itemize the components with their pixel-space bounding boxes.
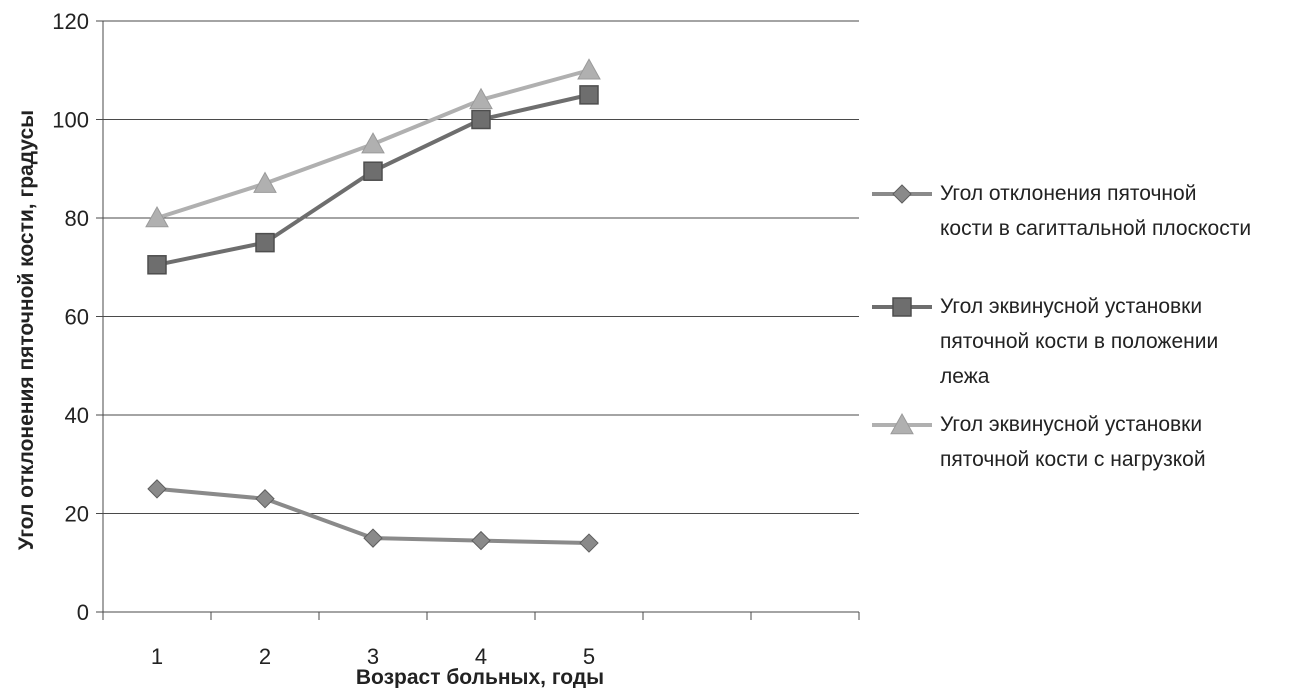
x-tick-label: 1	[151, 644, 163, 669]
data-point	[147, 255, 167, 275]
data-series	[145, 58, 601, 553]
legend-entry-2: Угол эквинусной установки пяточной кости …	[872, 295, 1218, 388]
data-point	[471, 109, 491, 130]
y-tick-label: 20	[65, 502, 89, 527]
legend-label: Угол эквинусной установки	[940, 413, 1202, 436]
data-point	[253, 171, 277, 193]
legend-label: пяточной кости с нагрузкой	[940, 448, 1206, 471]
legend-label: лежа	[940, 365, 990, 388]
x-tick-label: 2	[259, 644, 271, 669]
data-point	[255, 489, 275, 509]
data-point	[469, 87, 493, 110]
x-axis-title: Возраст больных, годы	[356, 666, 604, 688]
legend: Угол отклонения пяточной кости в сагиттал…	[872, 182, 1251, 471]
data-point	[471, 530, 491, 551]
data-point	[255, 232, 275, 253]
legend-marker	[892, 184, 912, 204]
series-2	[147, 85, 599, 275]
legend-label: пяточной кости в положении	[940, 330, 1218, 353]
y-tick-label: 60	[65, 305, 89, 330]
data-point	[579, 533, 599, 553]
x-tick-label: 5	[583, 644, 595, 669]
data-point	[363, 528, 383, 548]
series-1	[147, 479, 599, 553]
y-tick-label: 80	[65, 206, 89, 231]
data-point	[577, 58, 601, 80]
y-tick-label: 120	[52, 9, 89, 34]
data-point	[579, 85, 599, 105]
data-point	[363, 161, 383, 181]
x-tick-label: 4	[475, 644, 487, 669]
series-3	[145, 58, 601, 228]
legend-label: кости в сагиттальной плоскости	[940, 217, 1251, 240]
data-point	[147, 479, 167, 499]
axes: 0 20 40 60 80 100 120 1 2 3 4 5	[52, 9, 860, 669]
x-tick-label: 3	[367, 644, 379, 669]
y-tick-label: 0	[77, 600, 89, 625]
data-point	[145, 205, 169, 228]
legend-entry-3: Угол эквинусной установки пяточной кости …	[872, 412, 1206, 471]
legend-label: Угол эквинусной установки	[940, 295, 1202, 318]
legend-entry-1: Угол отклонения пяточной кости в сагиттал…	[872, 182, 1251, 240]
y-tick-label: 40	[65, 403, 89, 428]
legend-marker	[890, 412, 914, 435]
data-point	[361, 132, 385, 154]
y-tick-label: 100	[52, 108, 89, 133]
y-axis-title: Угол отклонения пяточной кости, градусы	[15, 110, 38, 550]
legend-marker	[892, 297, 912, 317]
legend-label: Угол отклонения пяточной	[940, 182, 1196, 205]
